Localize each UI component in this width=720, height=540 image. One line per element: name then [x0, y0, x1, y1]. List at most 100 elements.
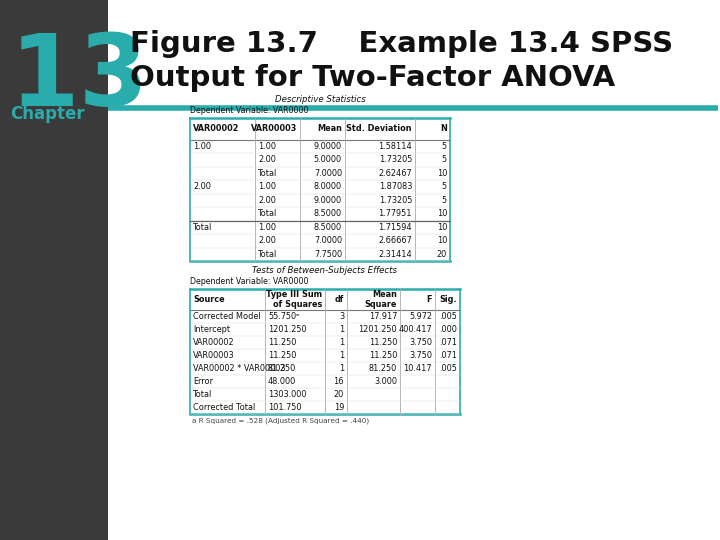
Text: 20: 20 — [334, 390, 344, 399]
Text: 1.00: 1.00 — [258, 142, 276, 151]
Text: 10: 10 — [436, 169, 447, 178]
Text: 5: 5 — [442, 156, 447, 164]
Text: VAR00003: VAR00003 — [193, 351, 235, 360]
Text: 1: 1 — [338, 325, 344, 334]
Text: 7.0000: 7.0000 — [314, 169, 342, 178]
Text: 7.0000: 7.0000 — [314, 237, 342, 245]
Bar — [0, 0, 108, 540]
Text: 2.00: 2.00 — [193, 183, 211, 191]
Text: 10: 10 — [436, 210, 447, 218]
Text: 11.250: 11.250 — [369, 351, 397, 360]
Text: Dependent Variable: VAR0000: Dependent Variable: VAR0000 — [190, 277, 308, 286]
Text: 2.31414: 2.31414 — [378, 250, 412, 259]
Text: 1.77951: 1.77951 — [379, 210, 412, 218]
Text: VAR00003: VAR00003 — [251, 124, 297, 133]
Text: 3.750: 3.750 — [409, 351, 432, 360]
Text: Std. Deviation: Std. Deviation — [346, 124, 412, 133]
Text: 10: 10 — [436, 223, 447, 232]
Text: 17.917: 17.917 — [369, 312, 397, 321]
Text: .000: .000 — [439, 325, 457, 334]
Text: N: N — [440, 124, 447, 133]
Text: 1303.000: 1303.000 — [268, 390, 307, 399]
Text: 13: 13 — [10, 30, 149, 127]
Text: 1.73205: 1.73205 — [379, 196, 412, 205]
Text: 1: 1 — [338, 338, 344, 347]
Text: 1.00: 1.00 — [258, 223, 276, 232]
Text: 8.5000: 8.5000 — [314, 223, 342, 232]
Text: 11.250: 11.250 — [369, 338, 397, 347]
Text: 3.750: 3.750 — [409, 338, 432, 347]
Text: Intercept: Intercept — [193, 325, 230, 334]
Text: VAR00002 * VAR00003: VAR00002 * VAR00003 — [193, 364, 286, 373]
Text: Dependent Variable: VAR0000: Dependent Variable: VAR0000 — [190, 106, 308, 115]
Text: a R Squared = .528 (Adjusted R Squared = .440): a R Squared = .528 (Adjusted R Squared =… — [192, 418, 369, 424]
Text: 1.71594: 1.71594 — [379, 223, 412, 232]
Text: Descriptive Statistics: Descriptive Statistics — [274, 95, 365, 104]
Text: 19: 19 — [333, 403, 344, 412]
Text: 2.00: 2.00 — [258, 156, 276, 164]
Text: 8.0000: 8.0000 — [314, 183, 342, 191]
Text: Type III Sum
of Squares: Type III Sum of Squares — [266, 290, 322, 309]
Text: 1: 1 — [338, 351, 344, 360]
Text: Total: Total — [258, 250, 277, 259]
Text: Output for Two-Factor ANOVA: Output for Two-Factor ANOVA — [130, 64, 615, 92]
Text: F: F — [426, 295, 432, 304]
Text: 5: 5 — [442, 196, 447, 205]
Text: Total: Total — [258, 169, 277, 178]
Text: .071: .071 — [439, 338, 457, 347]
Text: Total: Total — [258, 210, 277, 218]
Text: 10.417: 10.417 — [403, 364, 432, 373]
Text: Corrected Model: Corrected Model — [193, 312, 261, 321]
Text: 55.750ᵃ: 55.750ᵃ — [268, 312, 300, 321]
Text: VAR00002: VAR00002 — [193, 338, 235, 347]
Text: 1.00: 1.00 — [193, 142, 211, 151]
Text: 16: 16 — [333, 377, 344, 386]
Text: 3.000: 3.000 — [374, 377, 397, 386]
Text: Mean
Square: Mean Square — [364, 290, 397, 309]
Text: 400.417: 400.417 — [398, 325, 432, 334]
Text: .005: .005 — [439, 364, 457, 373]
Text: Sig.: Sig. — [439, 295, 457, 304]
Text: 5.972: 5.972 — [409, 312, 432, 321]
Text: Corrected Total: Corrected Total — [193, 403, 256, 412]
Text: df: df — [335, 295, 344, 304]
Text: .005: .005 — [439, 312, 457, 321]
Text: 5: 5 — [442, 183, 447, 191]
Text: Chapter: Chapter — [10, 105, 85, 123]
Text: 3: 3 — [339, 312, 344, 321]
Text: 5.0000: 5.0000 — [314, 156, 342, 164]
Text: 11.250: 11.250 — [268, 338, 297, 347]
Text: .071: .071 — [439, 351, 457, 360]
Text: Total: Total — [193, 390, 212, 399]
Text: 20: 20 — [437, 250, 447, 259]
Text: 9.0000: 9.0000 — [314, 142, 342, 151]
Text: Total: Total — [193, 223, 212, 232]
Text: 11.250: 11.250 — [268, 351, 297, 360]
Text: Tests of Between-Subjects Effects: Tests of Between-Subjects Effects — [253, 266, 397, 275]
Text: 9.0000: 9.0000 — [314, 196, 342, 205]
Text: Source: Source — [193, 295, 225, 304]
Text: 2.00: 2.00 — [258, 237, 276, 245]
Text: 7.7500: 7.7500 — [314, 250, 342, 259]
Text: 1.73205: 1.73205 — [379, 156, 412, 164]
Text: Error: Error — [193, 377, 213, 386]
Text: 101.750: 101.750 — [268, 403, 302, 412]
Text: 2.66667: 2.66667 — [378, 237, 412, 245]
Text: VAR00002: VAR00002 — [193, 124, 239, 133]
Text: 2.00: 2.00 — [258, 196, 276, 205]
Text: Figure 13.7    Example 13.4 SPSS: Figure 13.7 Example 13.4 SPSS — [130, 30, 673, 58]
Text: 8.5000: 8.5000 — [314, 210, 342, 218]
Text: 10: 10 — [436, 237, 447, 245]
Text: Mean: Mean — [317, 124, 342, 133]
Text: 5: 5 — [442, 142, 447, 151]
Text: 1.00: 1.00 — [258, 183, 276, 191]
Text: 81.250: 81.250 — [268, 364, 296, 373]
Text: 1: 1 — [338, 364, 344, 373]
Text: 1201.250: 1201.250 — [268, 325, 307, 334]
Text: 1.58114: 1.58114 — [378, 142, 412, 151]
Text: 48.000: 48.000 — [268, 377, 296, 386]
Text: 1201.250: 1201.250 — [359, 325, 397, 334]
Text: 2.62467: 2.62467 — [379, 169, 412, 178]
Text: 1.87083: 1.87083 — [379, 183, 412, 191]
Text: 81.250: 81.250 — [369, 364, 397, 373]
